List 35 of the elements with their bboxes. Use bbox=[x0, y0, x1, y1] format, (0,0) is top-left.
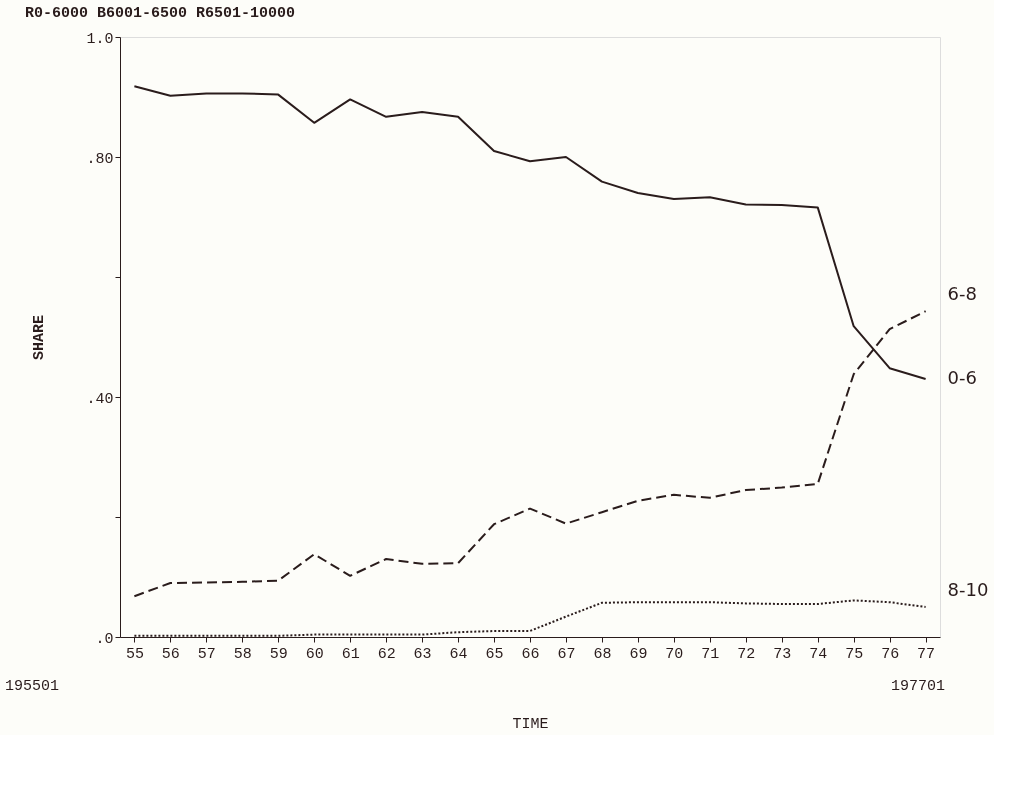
text: 197701 bbox=[890, 678, 945, 695]
x-tick-label: 64 bbox=[449, 645, 468, 663]
chart-title: R0-6000 B6001-6500 R6501-10000 bbox=[25, 5, 296, 22]
x-axis-title: TIME bbox=[512, 715, 549, 733]
x-tick-label: 60 bbox=[305, 645, 324, 663]
series-label: 8-10 bbox=[947, 579, 989, 600]
x-tick-label: 76 bbox=[881, 645, 900, 663]
x-tick-label: 70 bbox=[665, 645, 684, 663]
x-tick-label: 71 bbox=[701, 645, 720, 663]
x-tick-label: 77 bbox=[917, 645, 936, 663]
x-tick-label: 72 bbox=[737, 645, 756, 663]
x-tick-label: 75 bbox=[845, 645, 864, 663]
text: 195501 bbox=[5, 678, 60, 695]
x-tick-label: 56 bbox=[161, 645, 180, 663]
x-tick-label: 66 bbox=[521, 645, 540, 663]
y-tick-label: .40 bbox=[86, 390, 114, 408]
x-tick-label: 65 bbox=[485, 645, 504, 663]
x-tick-label: 55 bbox=[125, 645, 144, 663]
series-label: 0-6 bbox=[947, 367, 978, 388]
y-tick-label: .0 bbox=[95, 630, 114, 648]
x-tick-label: 68 bbox=[593, 645, 612, 663]
x-tick-label: 74 bbox=[809, 645, 828, 663]
series-label: 6-8 bbox=[947, 283, 978, 305]
x-tick-label: 73 bbox=[773, 645, 792, 663]
y-tick-label: 1.0 bbox=[86, 30, 114, 48]
x-tick-label: 63 bbox=[413, 645, 432, 663]
x-tick-label: 58 bbox=[233, 645, 252, 663]
x-tick-label: 69 bbox=[629, 645, 648, 663]
x-tick-label: 61 bbox=[341, 645, 360, 663]
x-tick-label: 67 bbox=[557, 645, 576, 663]
y-axis-title: SHARE bbox=[31, 314, 49, 361]
x-tick-label: 59 bbox=[269, 645, 288, 663]
x-tick-label: 62 bbox=[377, 645, 396, 663]
x-tick-label: 57 bbox=[197, 645, 216, 663]
y-tick-label: .80 bbox=[86, 150, 114, 168]
